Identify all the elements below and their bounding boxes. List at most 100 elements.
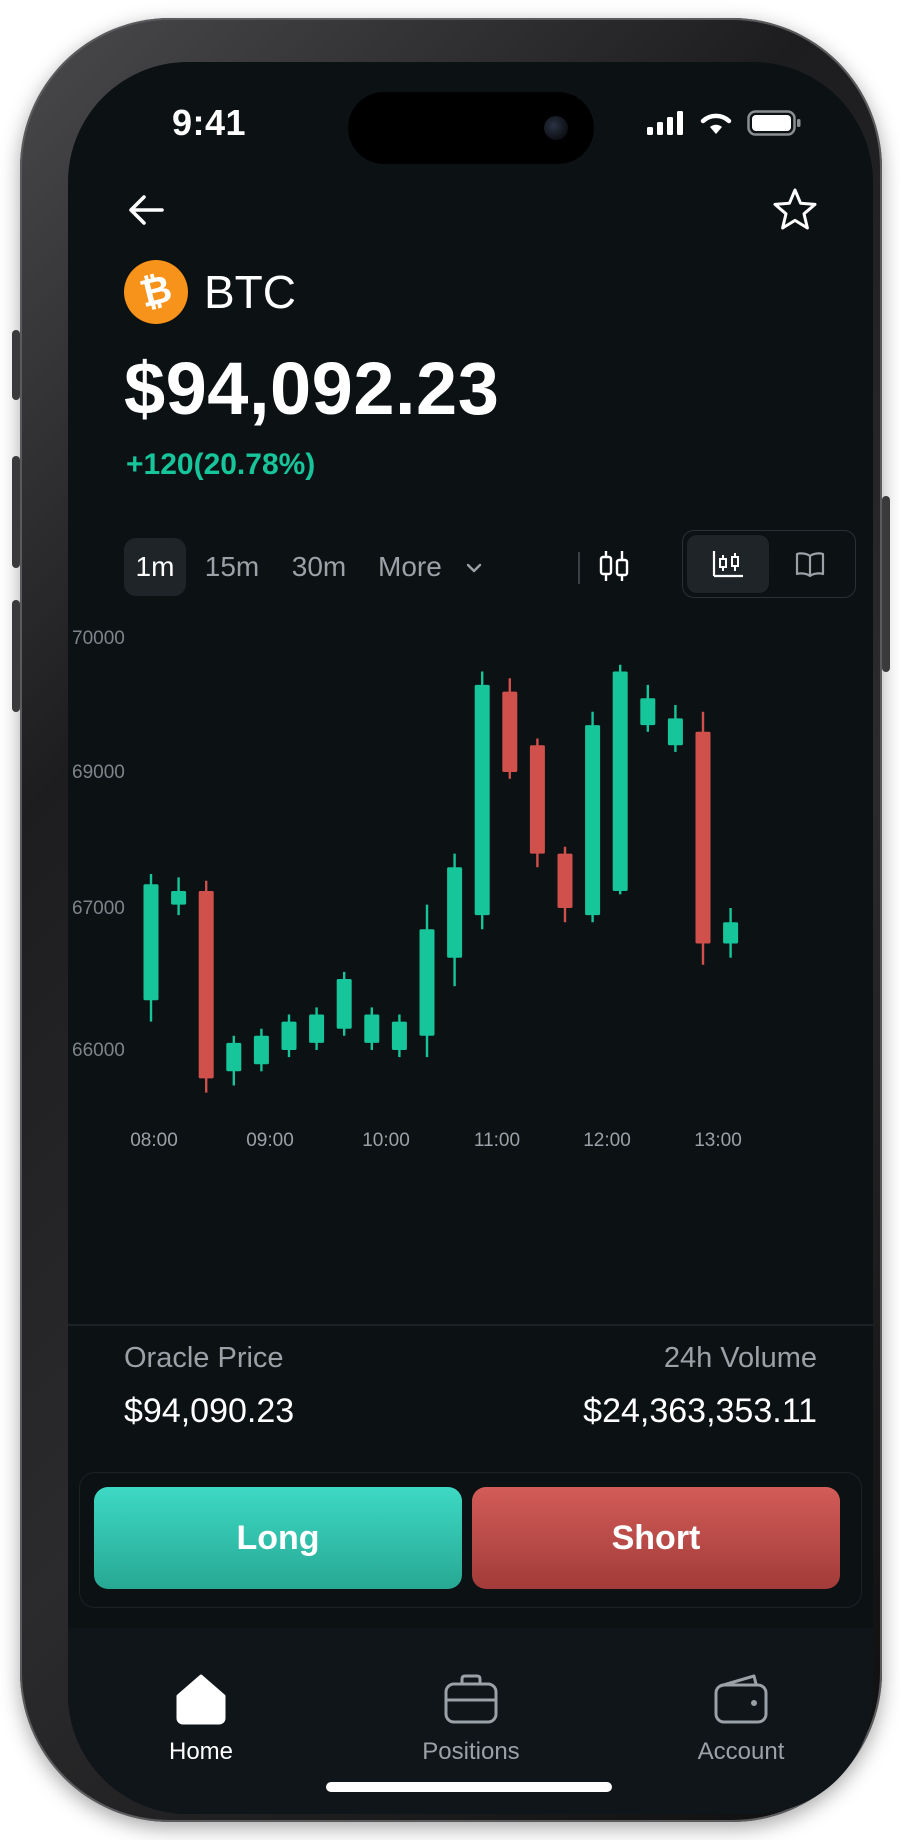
candle[interactable] bbox=[419, 904, 435, 1058]
briefcase-icon bbox=[444, 1674, 498, 1724]
candle[interactable] bbox=[336, 971, 352, 1036]
x-axis-tick-label: 13:00 bbox=[694, 1130, 742, 1151]
candle[interactable] bbox=[585, 711, 601, 923]
candle[interactable] bbox=[391, 1014, 407, 1058]
signal-icon bbox=[647, 111, 683, 135]
tab-home-label: Home bbox=[168, 1738, 234, 1765]
tab-account[interactable]: Account bbox=[641, 1668, 841, 1766]
trade-actions: Long Short bbox=[79, 1472, 862, 1608]
candle-body bbox=[281, 1021, 297, 1050]
candle-body bbox=[226, 1042, 242, 1072]
x-axis-tick-label: 08:00 bbox=[130, 1130, 178, 1151]
orderbook-view-button[interactable] bbox=[769, 535, 851, 593]
chevron-down-icon[interactable] bbox=[464, 558, 484, 578]
candle[interactable] bbox=[695, 711, 711, 965]
status-icons bbox=[647, 110, 801, 136]
candle-body bbox=[391, 1021, 407, 1050]
candle-body bbox=[640, 698, 656, 726]
candle[interactable] bbox=[171, 877, 187, 916]
candle[interactable] bbox=[226, 1035, 242, 1086]
tab-positions-label: Positions bbox=[422, 1738, 520, 1765]
candle-body bbox=[143, 884, 159, 1001]
volume-value: $24,363,353.11 bbox=[583, 1392, 817, 1430]
y-axis-tick-label: 66000 bbox=[72, 1040, 125, 1061]
dynamic-island bbox=[348, 92, 594, 164]
app-screen: 9:41 bbox=[68, 62, 873, 1814]
candle[interactable] bbox=[143, 874, 159, 1022]
short-button[interactable]: Short bbox=[472, 1487, 840, 1589]
section-divider bbox=[68, 1324, 873, 1326]
current-price: $94,092.23 bbox=[124, 347, 500, 430]
arrow-left-icon[interactable] bbox=[124, 188, 168, 232]
candlestick-chart[interactable]: 70000 69000 67000 66000 08:00 09:00 10:00 11:00… bbox=[68, 622, 873, 1282]
timeframe-30m[interactable]: 30m bbox=[291, 551, 347, 582]
home-indicator bbox=[326, 1782, 612, 1792]
candle-body bbox=[447, 867, 463, 958]
tab-account-label: Account bbox=[697, 1738, 785, 1765]
candle[interactable] bbox=[557, 846, 573, 923]
candle-body bbox=[336, 979, 352, 1029]
candle-body bbox=[309, 1014, 325, 1043]
star-icon[interactable] bbox=[771, 186, 819, 234]
oracle-price-value: $94,090.23 bbox=[124, 1392, 295, 1430]
status-time: 9:41 bbox=[172, 102, 247, 143]
phone-frame: 9:41 bbox=[12, 18, 890, 1822]
candle[interactable] bbox=[502, 678, 518, 779]
candle-body bbox=[612, 671, 628, 891]
price-chart[interactable]: 70000 69000 67000 66000 08:00 09:00 10:00 11:00… bbox=[68, 622, 873, 1282]
candle[interactable] bbox=[612, 664, 628, 895]
candle-body bbox=[474, 684, 490, 916]
x-axis-tick-label: 12:00 bbox=[583, 1130, 631, 1151]
timeframe-1m[interactable]: 1m bbox=[124, 538, 186, 596]
asset-symbol: BTC bbox=[204, 266, 296, 318]
bitcoin-logo-icon: ₿ bbox=[117, 253, 195, 331]
timeframe-more[interactable]: More bbox=[378, 538, 474, 596]
candle[interactable] bbox=[198, 880, 214, 1093]
candlestick-icon[interactable] bbox=[596, 548, 632, 584]
power-button bbox=[882, 496, 890, 672]
view-toggle bbox=[682, 530, 856, 598]
candle[interactable] bbox=[667, 705, 683, 752]
candle[interactable] bbox=[474, 671, 490, 930]
tab-home[interactable]: Home bbox=[101, 1668, 301, 1766]
candle[interactable] bbox=[364, 1007, 380, 1050]
candle[interactable] bbox=[447, 853, 463, 987]
x-axis-tick-label: 10:00 bbox=[362, 1130, 410, 1151]
camera-icon bbox=[544, 116, 568, 140]
volume-down-button bbox=[12, 600, 20, 712]
home-icon bbox=[176, 1674, 226, 1725]
candle-body bbox=[419, 929, 435, 1036]
price-change: +120(20.78%) bbox=[126, 448, 316, 481]
candle[interactable] bbox=[309, 1007, 325, 1050]
x-axis-tick-label: 11:00 bbox=[474, 1130, 520, 1151]
candle-body bbox=[253, 1035, 269, 1065]
candle-body bbox=[171, 891, 187, 905]
timeframe-more-label: More bbox=[378, 551, 442, 582]
chart-icon bbox=[712, 551, 743, 578]
timeframe-15m[interactable]: 15m bbox=[204, 551, 260, 582]
y-axis-tick-label: 67000 bbox=[72, 898, 125, 919]
candle[interactable] bbox=[281, 1014, 297, 1058]
y-axis-tick-label: 70000 bbox=[72, 628, 125, 649]
chart-view-button[interactable] bbox=[687, 535, 769, 593]
y-axis-tick-label: 69000 bbox=[72, 762, 125, 783]
candle-body bbox=[198, 891, 214, 1079]
wifi-icon bbox=[700, 113, 732, 134]
candle[interactable] bbox=[723, 908, 739, 958]
candle[interactable] bbox=[529, 738, 545, 868]
book-icon bbox=[795, 552, 825, 578]
candle-body bbox=[695, 731, 711, 944]
candle-body bbox=[557, 853, 573, 908]
long-button[interactable]: Long bbox=[94, 1487, 462, 1589]
candle[interactable] bbox=[253, 1028, 269, 1072]
volume-label: 24h Volume bbox=[663, 1342, 817, 1374]
candle-body bbox=[585, 725, 601, 916]
candle-body bbox=[502, 691, 518, 772]
candle-body bbox=[529, 745, 545, 854]
timeframe-selector: 1m 15m 30m More bbox=[124, 530, 856, 598]
candle[interactable] bbox=[640, 684, 656, 732]
candle-body bbox=[364, 1014, 380, 1043]
asset-header: ₿ BTC bbox=[117, 253, 296, 331]
tab-positions[interactable]: Positions bbox=[371, 1668, 571, 1766]
action-button bbox=[12, 330, 20, 400]
